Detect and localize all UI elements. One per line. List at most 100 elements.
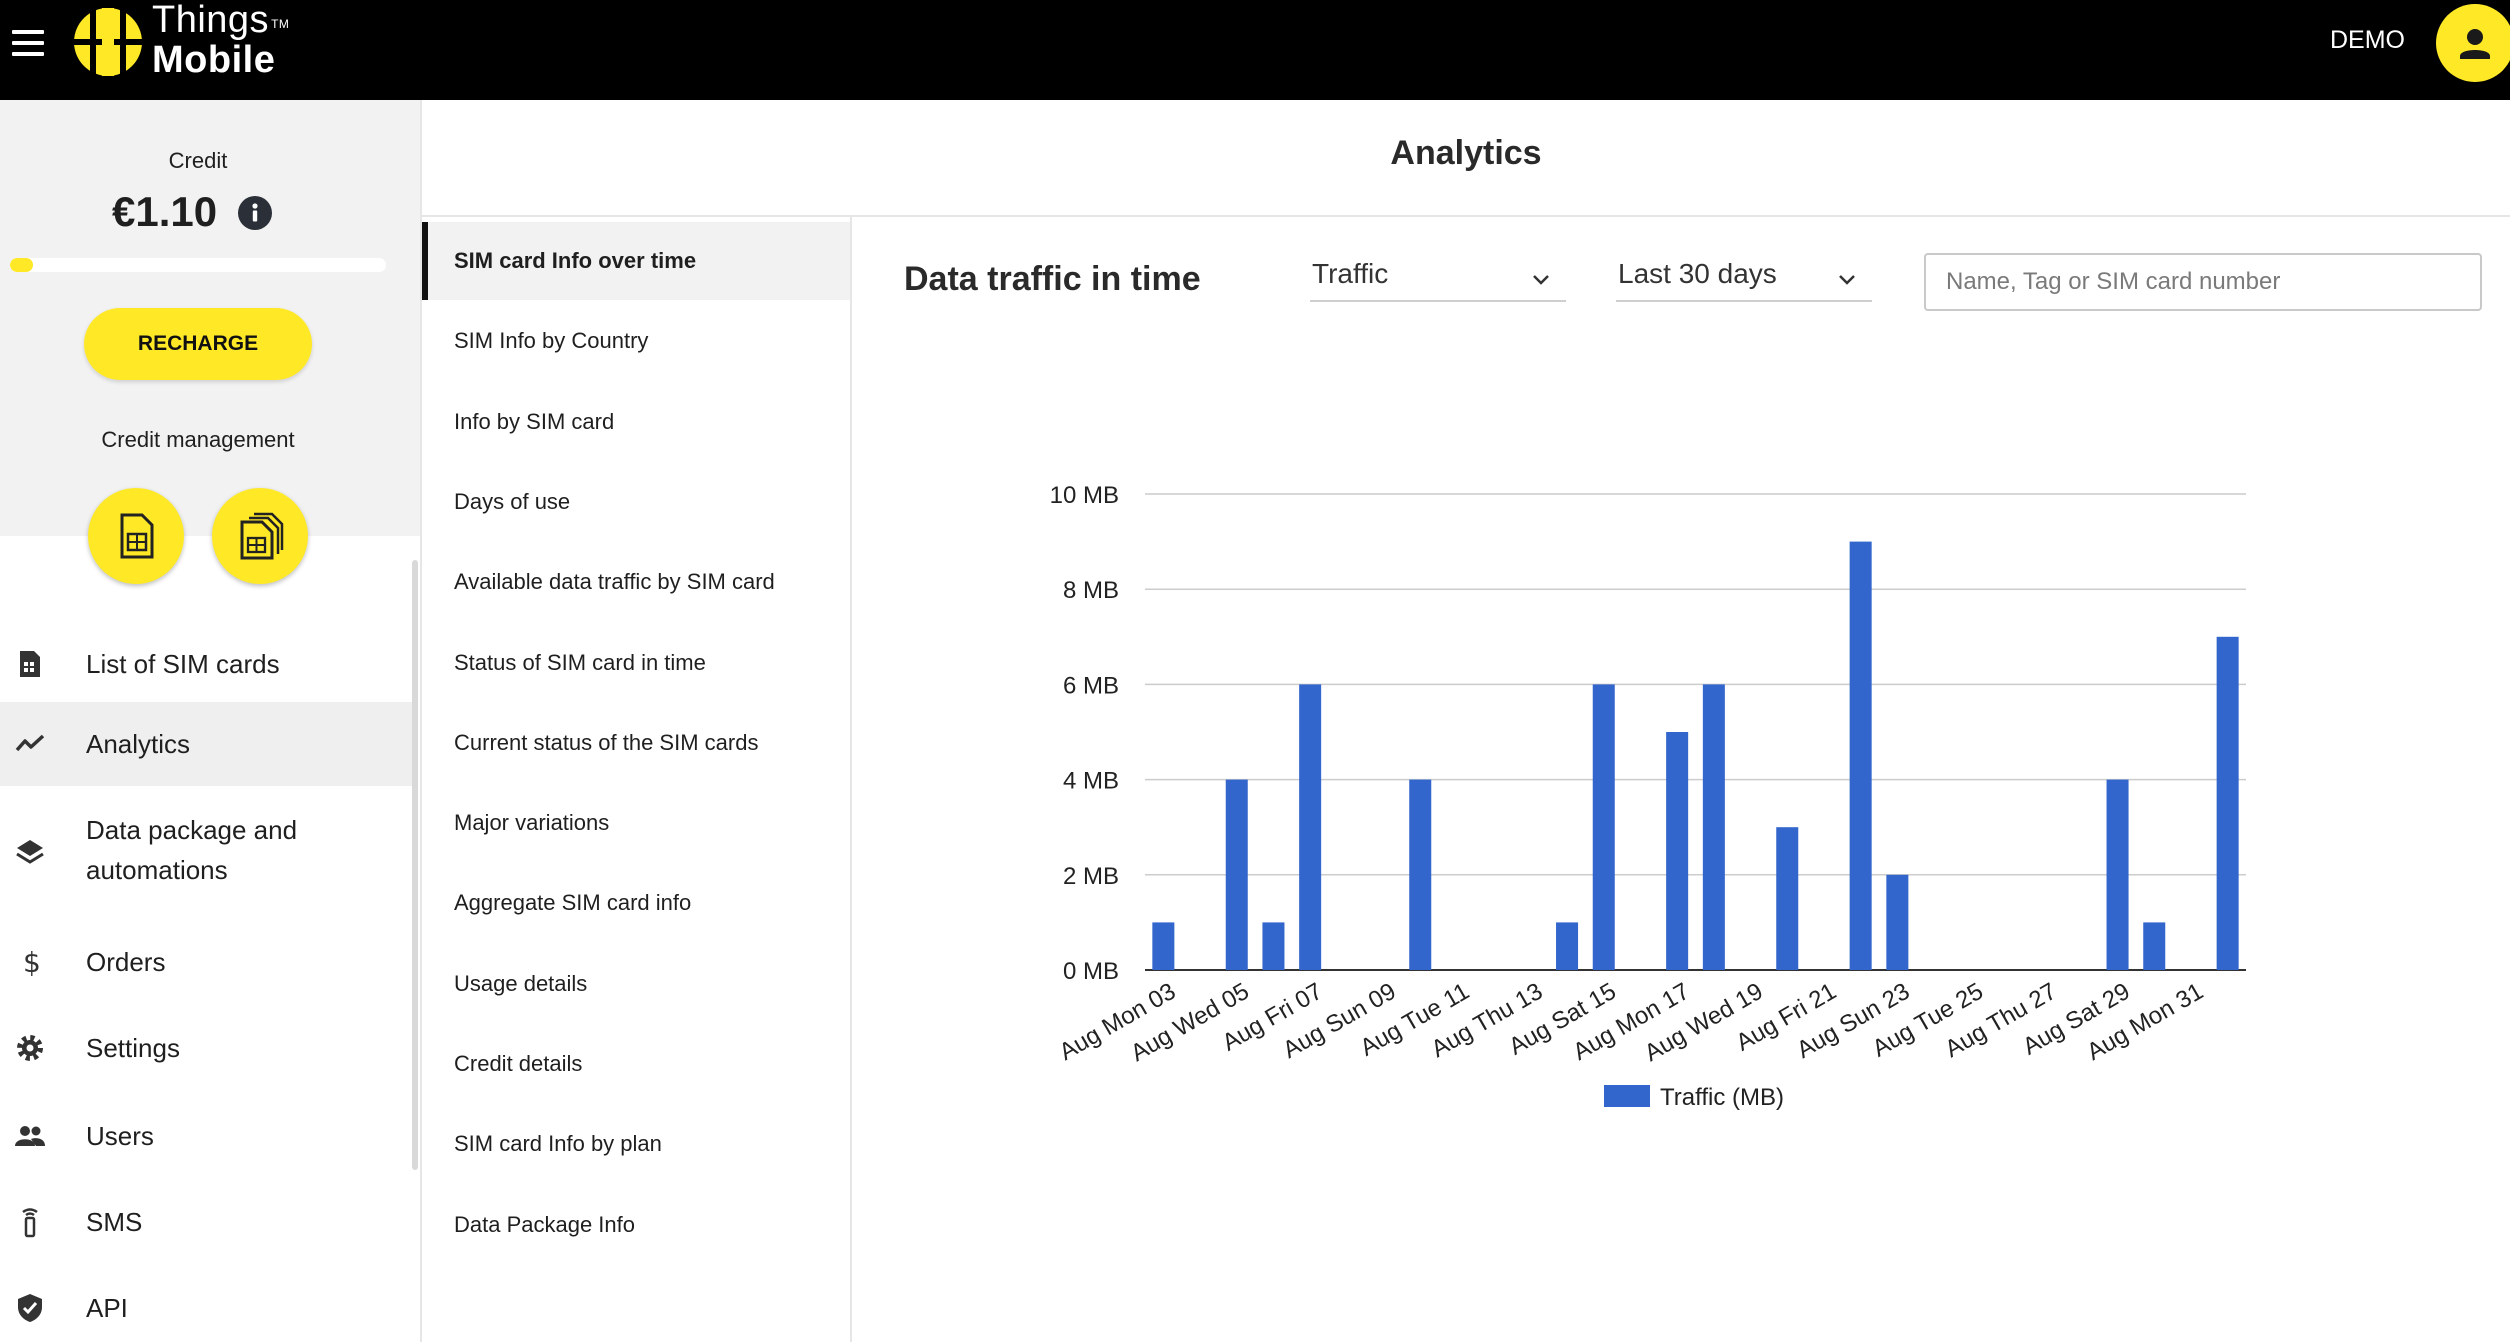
analytics-menu-item[interactable]: Data Package Info xyxy=(422,1186,850,1264)
things-mobile-logo[interactable] xyxy=(68,6,148,78)
analytics-menu-item-label: Status of SIM card in time xyxy=(454,649,706,675)
analytics-menu-item[interactable]: SIM card Info by plan xyxy=(422,1105,850,1183)
sidebar-item-analytics[interactable]: Analytics xyxy=(0,702,412,786)
sidebar-item-sms[interactable]: SMS xyxy=(0,1194,412,1250)
top-bar: Things TM Mobile DEMO xyxy=(0,0,2510,100)
sidebar-item-settings[interactable]: Settings xyxy=(0,1020,412,1076)
y-tick-label: 2 MB xyxy=(1063,863,1119,890)
analytics-menu-item-label: SIM card Info by plan xyxy=(454,1131,662,1157)
credit-value: €1.10 xyxy=(112,188,218,235)
brand-line1: Things xyxy=(152,0,270,41)
analytics-menu-item-label: Info by SIM card xyxy=(454,408,615,434)
header-divider xyxy=(422,215,2510,217)
analytics-menu-item[interactable]: Major variations xyxy=(422,784,850,862)
brand-name: Things TM Mobile xyxy=(152,0,289,80)
bar xyxy=(2106,779,2129,970)
sim-card-icon xyxy=(20,651,40,677)
sidebar-item-api[interactable]: API xyxy=(0,1280,412,1336)
sidebar-item-sim-cards[interactable]: List of SIM cards xyxy=(0,636,412,692)
sidebar-item-label: List of SIM cards xyxy=(86,649,280,679)
users-icon xyxy=(15,1126,45,1146)
sidebar-item-users[interactable]: Users xyxy=(0,1108,412,1164)
metric-select[interactable]: Traffic xyxy=(1310,256,1566,302)
legend-label: Traffic (MB) xyxy=(1660,1084,1784,1111)
y-tick-label: 8 MB xyxy=(1063,577,1119,604)
multi-sim-card-button[interactable] xyxy=(212,488,308,584)
antenna-icon xyxy=(22,1208,38,1238)
trending-line-icon xyxy=(15,734,45,752)
bar xyxy=(1299,684,1322,970)
analytics-menu-item-label: Available data traffic by SIM card xyxy=(454,569,775,595)
sim-card-icon xyxy=(120,513,154,559)
recharge-button[interactable]: RECHARGE xyxy=(84,308,312,380)
analytics-menu-item-label: SIM Info by Country xyxy=(454,328,649,354)
analytics-menu-item[interactable]: Info by SIM card xyxy=(422,383,850,461)
brand-trademark: TM xyxy=(271,17,290,31)
range-select[interactable]: Last 30 days xyxy=(1616,256,1872,302)
person-icon xyxy=(2460,29,2490,59)
analytics-menu-item[interactable]: Usage details xyxy=(422,945,850,1023)
bar xyxy=(1776,827,1799,970)
sidebar-item-data-package[interactable]: Data package and automations xyxy=(0,808,412,898)
legend-swatch xyxy=(1604,1085,1650,1107)
chevron-down-icon xyxy=(1839,275,1855,285)
sidebar-item-label: Users xyxy=(86,1121,154,1151)
menu-divider xyxy=(850,217,852,1342)
y-tick-label: 4 MB xyxy=(1063,768,1119,795)
analytics-menu-item[interactable]: Current status of the SIM cards xyxy=(422,704,850,782)
metric-select-value: Traffic xyxy=(1312,258,1389,289)
y-tick-label: 10 MB xyxy=(1050,482,1119,509)
sidebar-item-label: Orders xyxy=(86,947,166,977)
shield-check-icon xyxy=(18,1294,42,1322)
credit-label: Credit xyxy=(168,148,228,173)
sidebar-item-label: API xyxy=(86,1293,128,1323)
chevron-down-icon xyxy=(1533,275,1549,285)
gear-icon xyxy=(17,1035,43,1061)
analytics-menu-item[interactable]: Days of use xyxy=(422,463,850,541)
analytics-menu-item-label: Credit details xyxy=(454,1051,583,1076)
bar xyxy=(2216,636,2239,970)
page-title: Analytics xyxy=(1390,134,1542,172)
bar xyxy=(1666,732,1689,970)
bar xyxy=(1152,922,1175,970)
credit-level-bar xyxy=(10,258,386,272)
sidebar-divider xyxy=(420,100,422,1342)
sim-card-button[interactable] xyxy=(88,488,184,584)
user-label[interactable]: DEMO xyxy=(2330,26,2405,54)
hamburger-menu-icon[interactable] xyxy=(12,30,44,56)
sidebar-item-orders[interactable]: $ Orders xyxy=(0,934,412,990)
sidebar-item-label: Analytics xyxy=(86,729,191,759)
dollar-icon: $ xyxy=(23,946,41,978)
analytics-menu-item-label: Current status of the SIM cards xyxy=(454,729,759,755)
analytics-menu-item[interactable]: SIM Info by Country xyxy=(422,302,850,380)
analytics-menu-item[interactable]: Credit details xyxy=(422,1025,850,1103)
sidebar-item-label: Data package and automations xyxy=(86,815,298,885)
bar xyxy=(1592,684,1615,970)
bar xyxy=(1262,922,1285,970)
y-tick-label: 6 MB xyxy=(1063,672,1119,699)
range-select-value: Last 30 days xyxy=(1618,258,1777,289)
bar xyxy=(1556,922,1579,970)
analytics-menu-item-label: Aggregate SIM card info xyxy=(454,890,692,916)
analytics-menu-item-label: Major variations xyxy=(454,810,610,836)
analytics-menu-item[interactable]: Aggregate SIM card info xyxy=(422,864,850,942)
analytics-menu-item[interactable]: Status of SIM card in time xyxy=(422,624,850,702)
analytics-menu-item[interactable]: Available data traffic by SIM card xyxy=(422,543,850,621)
bar xyxy=(2143,922,2166,970)
sidebar-scrollbar[interactable] xyxy=(412,560,418,1170)
info-icon[interactable] xyxy=(238,196,272,230)
credit-panel: Credit €1.10 RECHARGE Credit management xyxy=(0,100,420,584)
sim-search-input[interactable] xyxy=(1924,253,2482,311)
analytics-menu-item-label: Days of use xyxy=(454,488,571,514)
brand-line2: Mobile xyxy=(152,39,276,81)
sidebar-item-label: Settings xyxy=(86,1033,180,1063)
bar xyxy=(1409,779,1432,970)
analytics-menu-item-label: SIM card Info over time xyxy=(454,248,697,273)
y-tick-label: 0 MB xyxy=(1063,958,1119,985)
bar xyxy=(1702,684,1725,970)
svg-text:$: $ xyxy=(23,946,41,978)
credit-management-label: Credit management xyxy=(101,427,295,452)
analytics-menu-item[interactable]: SIM card Info over time xyxy=(422,222,850,300)
user-avatar[interactable] xyxy=(2436,4,2510,82)
